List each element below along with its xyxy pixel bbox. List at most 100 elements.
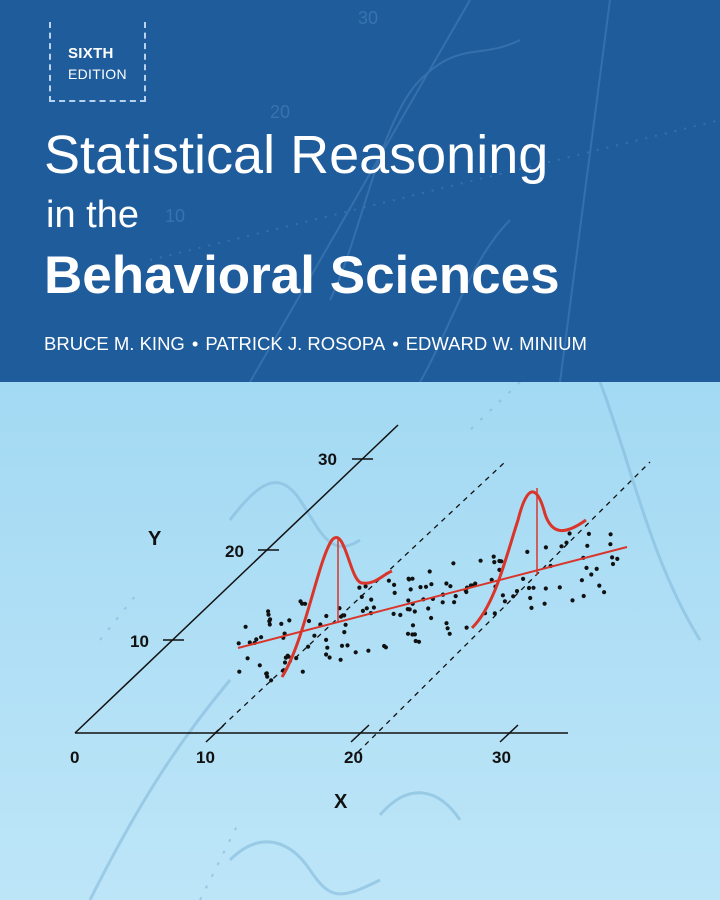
- scatter-point: [491, 554, 496, 559]
- scatter-point: [528, 595, 533, 601]
- scatter-point: [429, 615, 434, 621]
- scatter-point: [499, 559, 504, 564]
- distribution-curve-left: [280, 536, 393, 678]
- regression-illustration: 0 10 20 30 10 20 30 Y X: [70, 382, 702, 900]
- author-1: BRUCE M. KING: [44, 333, 185, 354]
- scatter-point: [405, 631, 411, 636]
- scatter-point: [597, 583, 602, 588]
- svg-text:30: 30: [358, 8, 378, 28]
- scatter-point: [369, 597, 374, 602]
- scatter-point: [594, 566, 599, 572]
- scatter-point: [579, 578, 585, 583]
- scatter-point: [492, 560, 497, 565]
- svg-text:10: 10: [165, 206, 185, 226]
- scatter-point: [464, 589, 469, 595]
- scatter-point: [410, 632, 415, 637]
- scatter-point: [418, 585, 423, 590]
- scatter-point: [338, 614, 344, 619]
- scatter-point: [359, 594, 364, 600]
- scatter-point: [245, 656, 250, 661]
- x-tick-label: 20: [344, 748, 363, 767]
- scatter-point: [294, 656, 299, 661]
- scatter-point: [237, 669, 242, 674]
- scatter-point: [447, 631, 452, 636]
- scatter-point: [602, 590, 607, 595]
- scatter-point: [416, 639, 422, 644]
- scatter-point: [398, 612, 403, 618]
- scatter-point: [585, 543, 590, 548]
- edition-label: EDITION: [68, 66, 127, 82]
- background-ghost-graph: 10 20 30: [149, 0, 720, 382]
- scatter-point: [386, 578, 391, 583]
- scatter-point: [247, 640, 252, 645]
- scatter-point: [285, 653, 290, 658]
- scatter-point: [559, 544, 564, 549]
- x-axis-label: X: [334, 791, 348, 813]
- scatter-point: [570, 598, 575, 603]
- scatter-point: [264, 671, 269, 676]
- scatter-point: [608, 542, 613, 547]
- scatter-point: [511, 594, 516, 599]
- distribution-curve-right: [470, 490, 587, 630]
- svg-text:20: 20: [270, 102, 290, 122]
- title-line-2: in the: [46, 194, 139, 236]
- x-tick-label: 10: [196, 748, 215, 767]
- scatter-point: [364, 606, 369, 611]
- scatter-point: [412, 609, 417, 614]
- scatter-point: [306, 618, 312, 624]
- scatter-point: [451, 561, 456, 566]
- scatter-point: [610, 555, 615, 560]
- scatter-point: [363, 584, 368, 589]
- scatter-point: [267, 622, 272, 627]
- scatter-point: [405, 607, 410, 612]
- scatter-point: [406, 577, 412, 582]
- author-list: BRUCE M. KING • PATRICK J. ROSOPA • EDWARD W…: [44, 333, 587, 355]
- scatter-point: [423, 584, 429, 589]
- scatter-point: [413, 638, 418, 644]
- scatter-point: [502, 599, 507, 604]
- y-tick-label: 30: [318, 450, 337, 469]
- scatter-point: [338, 657, 343, 662]
- scatter-point: [615, 556, 620, 562]
- scatter-point: [391, 611, 396, 617]
- scatter-point: [269, 678, 274, 683]
- scatter-point: [366, 648, 371, 653]
- scatter-point: [266, 612, 271, 617]
- scatter-point: [287, 618, 292, 623]
- edition-number: SIXTH: [68, 45, 114, 62]
- author-3: EDWARD W. MINIUM: [405, 333, 587, 354]
- scatter-point: [243, 624, 248, 629]
- scatter-point: [440, 600, 445, 605]
- scatter-point: [406, 598, 411, 603]
- x-tick-mark: [499, 724, 519, 743]
- scatter-point: [610, 561, 616, 567]
- dashed-projection-line: [214, 461, 506, 734]
- scatter-point: [557, 585, 562, 590]
- scatter-point: [327, 655, 332, 660]
- scatter-point: [608, 532, 613, 537]
- scatter-point: [589, 572, 594, 577]
- scatter-point: [298, 599, 303, 604]
- dashed-projection-line: [357, 461, 651, 753]
- y-tick-label: 10: [130, 632, 149, 651]
- scatter-point: [360, 608, 365, 614]
- scatter-point: [353, 650, 358, 655]
- scatter-point: [259, 635, 264, 640]
- scatter-point: [343, 622, 348, 627]
- scatter-point: [392, 582, 397, 588]
- scatter-point: [312, 633, 317, 638]
- author-separator: •: [191, 333, 199, 354]
- scatter-point: [426, 606, 431, 611]
- scatter-point: [342, 630, 347, 635]
- scatter-point: [492, 611, 497, 616]
- scatter-point: [339, 643, 345, 648]
- scatter-point: [444, 621, 449, 626]
- scatter-point: [392, 590, 397, 596]
- scatter-point: [500, 593, 505, 598]
- scatter-point: [464, 625, 469, 630]
- scatter-point: [584, 565, 589, 571]
- scatter-point: [236, 641, 241, 646]
- x-tick-mark: [350, 724, 370, 743]
- scatter-point: [342, 613, 347, 618]
- title-line-3: Behavioral Sciences: [44, 246, 560, 305]
